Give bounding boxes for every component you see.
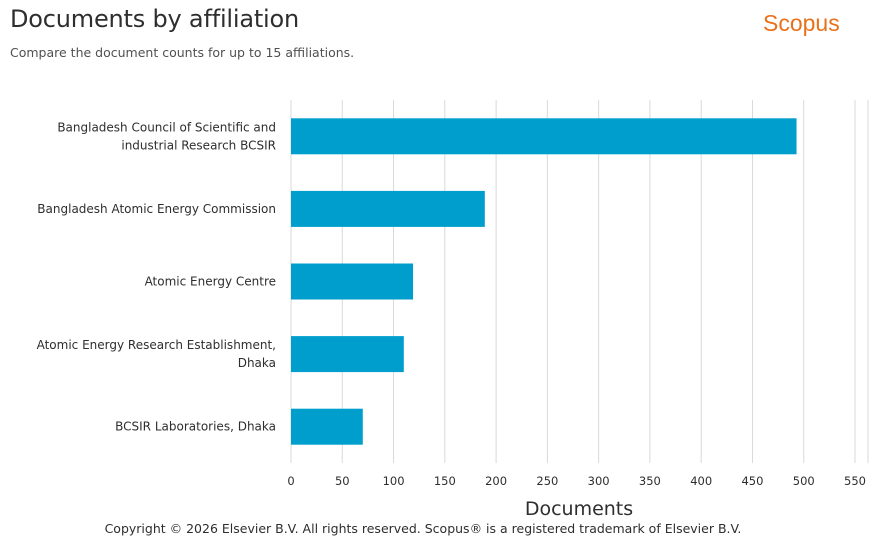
- category-label: BCSIR Laboratories, Dhaka: [115, 420, 276, 434]
- bar[interactable]: [291, 263, 414, 300]
- category-label-line: BCSIR Laboratories, Dhaka: [115, 420, 276, 434]
- bar[interactable]: [291, 118, 797, 155]
- x-tick-label: 500: [793, 474, 815, 488]
- category-label: Bangladesh Atomic Energy Commission: [37, 202, 276, 216]
- x-tick-label: 400: [690, 474, 712, 488]
- category-label: Atomic Energy Centre: [145, 275, 276, 289]
- bar[interactable]: [291, 408, 363, 445]
- x-tick-label: 50: [335, 474, 350, 488]
- category-label-line: Atomic Energy Research Establishment,: [37, 338, 276, 352]
- x-tick-label: 100: [383, 474, 405, 488]
- bars: [291, 118, 797, 445]
- category-label-line: industrial Research BCSIR: [121, 138, 276, 152]
- chart-title: Documents by affiliation: [10, 5, 300, 33]
- category-labels: Bangladesh Council of Scientific and indu…: [37, 120, 276, 433]
- x-tick-label: 150: [434, 474, 456, 488]
- category-label-line: Dhaka: [238, 356, 276, 370]
- x-tick-label: 350: [639, 474, 661, 488]
- x-tick-label: 300: [588, 474, 610, 488]
- x-tick-label: 550: [844, 474, 866, 488]
- category-label-line: Bangladesh Atomic Energy Commission: [37, 202, 276, 216]
- category-label: Atomic Energy Research Establishment, Dha…: [37, 338, 276, 370]
- chart-subtitle: Compare the document counts for up to 15…: [10, 45, 355, 60]
- scopus-logo[interactable]: Scopus: [763, 10, 840, 36]
- category-label: Bangladesh Council of Scientific and indu…: [57, 120, 276, 152]
- category-label-line: Bangladesh Council of Scientific and: [57, 120, 276, 134]
- copyright-notice: Copyright © 2026 Elsevier B.V. All right…: [104, 521, 742, 536]
- x-axis-ticks: 0 50 100 150 200 250 300 350 400 450 500 550: [287, 474, 866, 488]
- x-axis-title: Documents: [525, 498, 633, 520]
- bar-chart: Bangladesh Council of Scientific and indu…: [37, 100, 869, 520]
- category-label-line: Atomic Energy Centre: [145, 275, 276, 289]
- x-tick-label: 0: [287, 474, 294, 488]
- x-tick-label: 200: [485, 474, 507, 488]
- bar[interactable]: [291, 336, 404, 373]
- x-tick-label: 450: [741, 474, 763, 488]
- x-tick-label: 250: [536, 474, 558, 488]
- bar[interactable]: [291, 190, 485, 227]
